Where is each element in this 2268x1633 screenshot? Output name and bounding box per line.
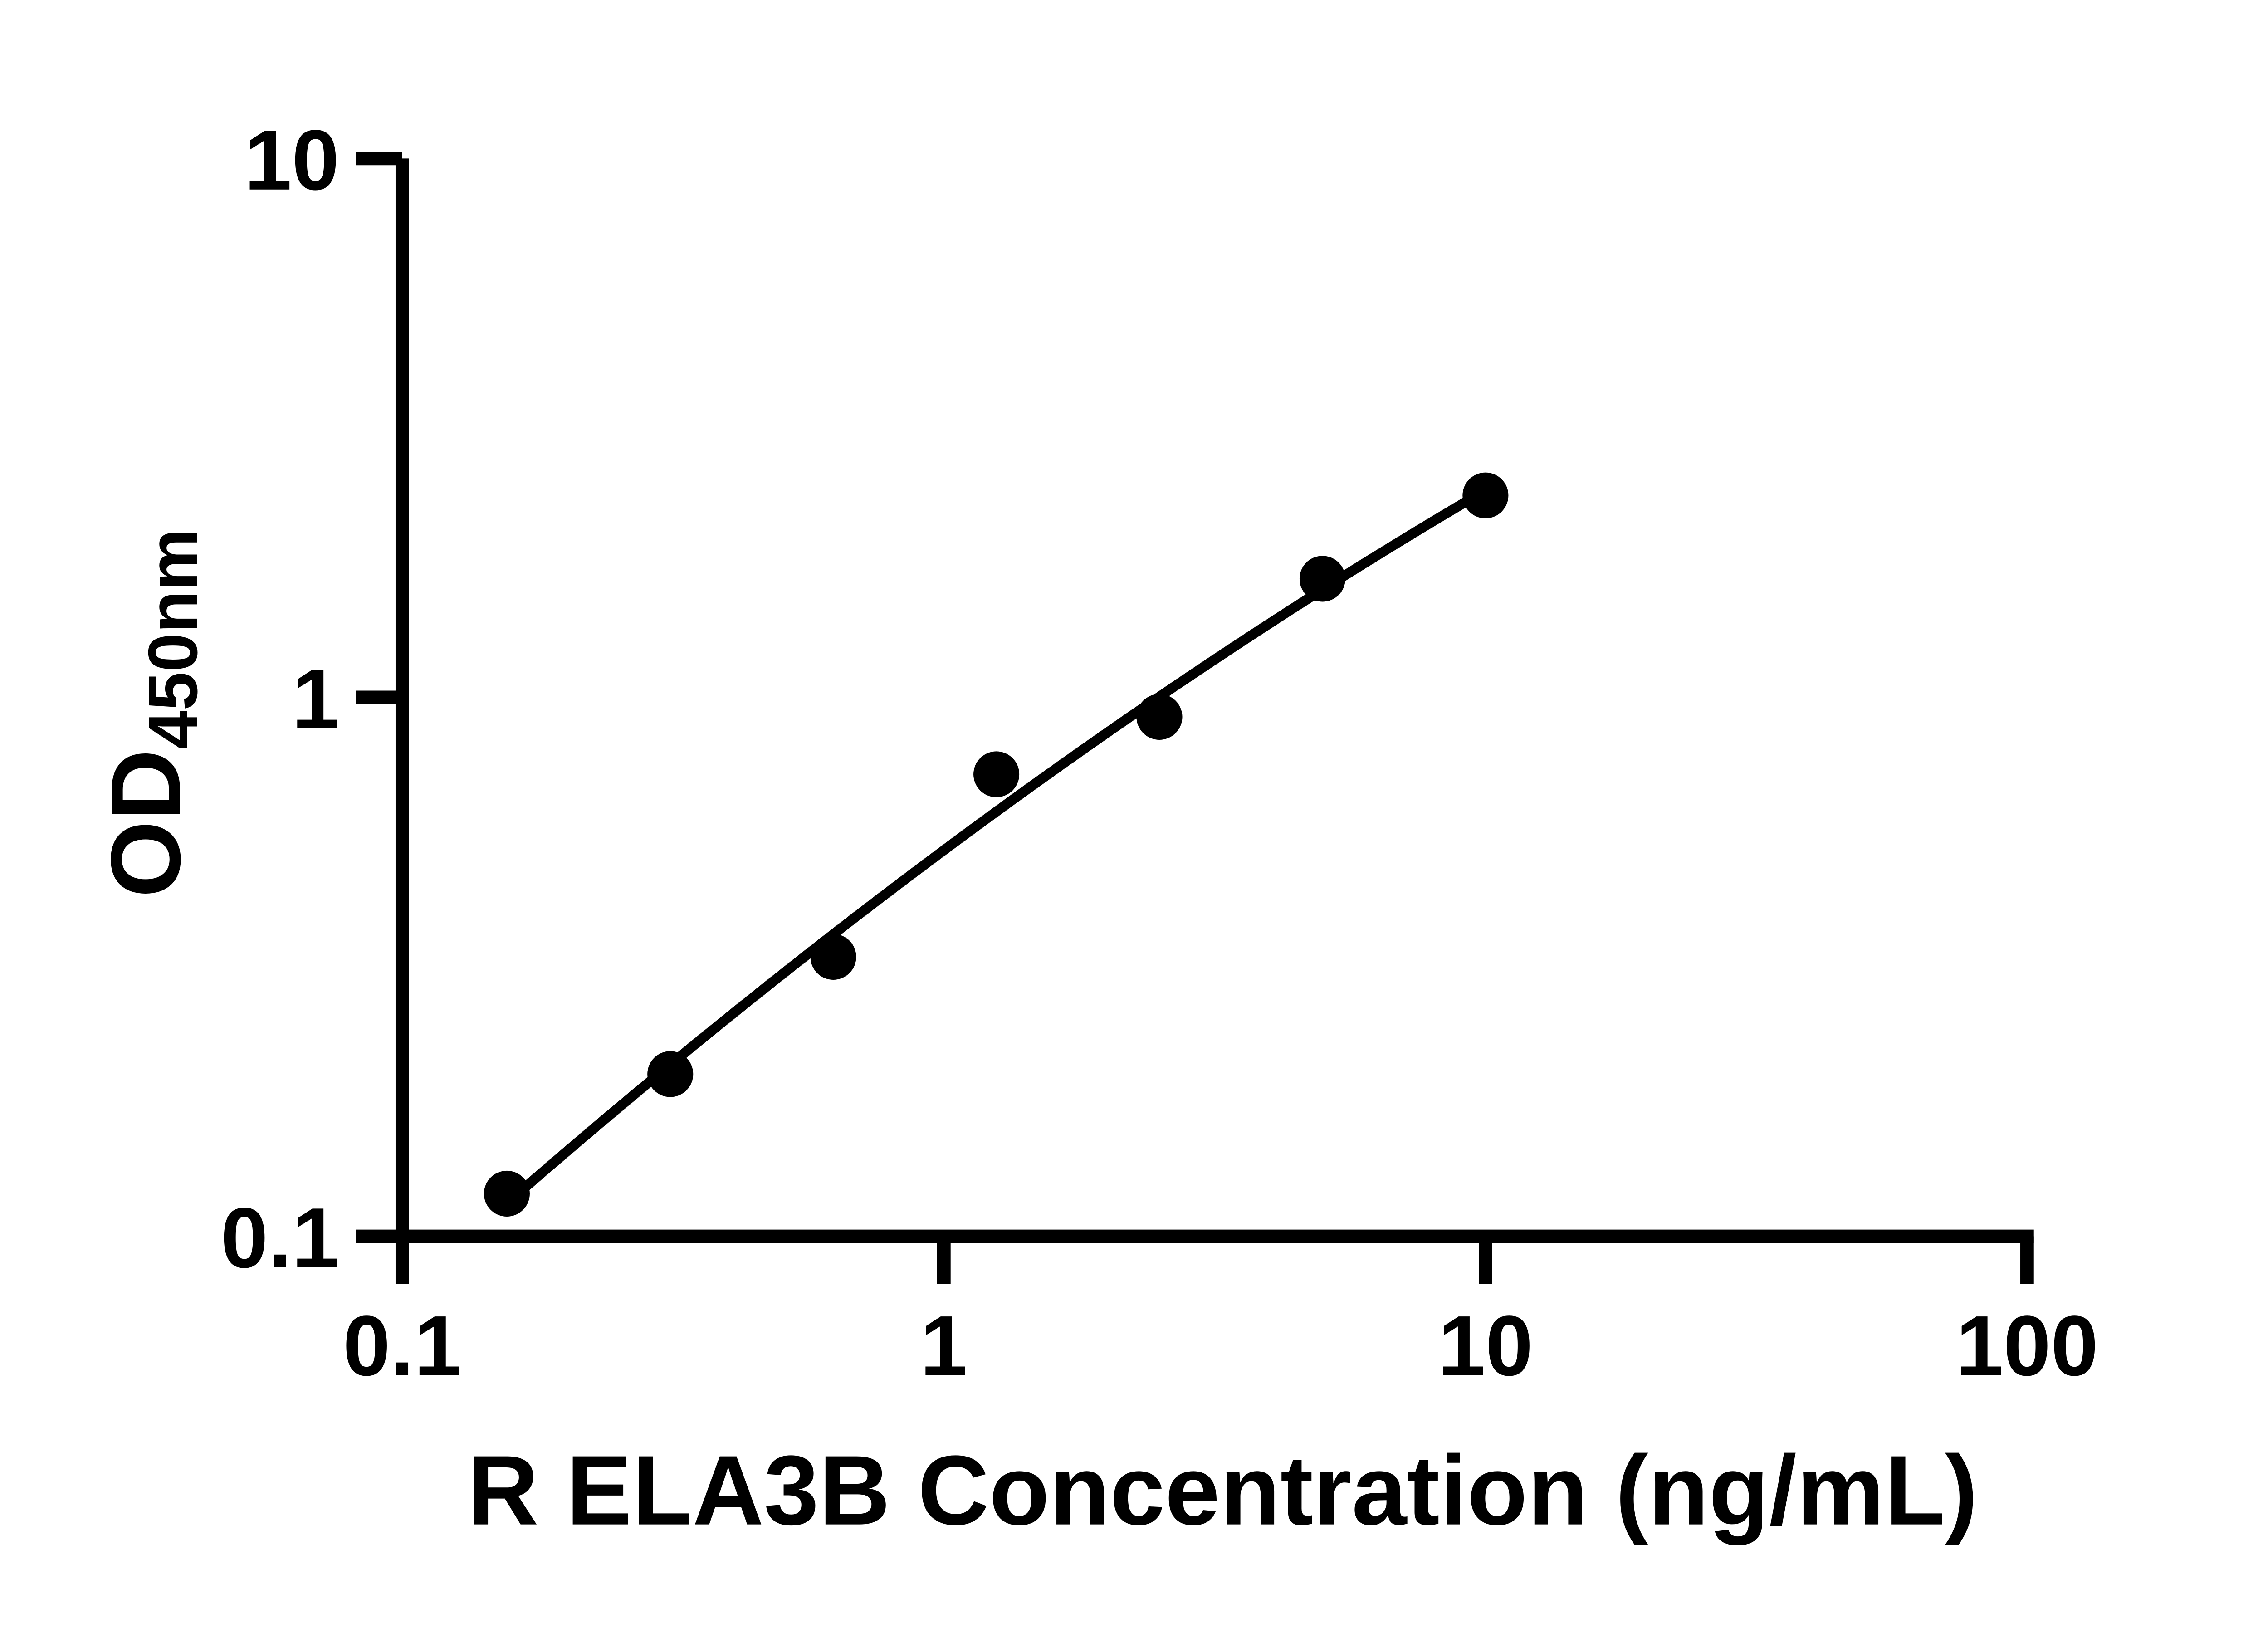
data-point <box>1299 556 1346 602</box>
y-axis-title-main: OD <box>91 749 201 898</box>
x-tick-label: 0.1 <box>343 1298 462 1393</box>
x-axis-ticks: 0.1 1 10 100 <box>343 1236 2098 1393</box>
x-tick-label: 10 <box>1438 1298 1533 1393</box>
data-point <box>647 1051 694 1097</box>
data-points <box>484 472 1509 1217</box>
data-point <box>1462 472 1509 518</box>
y-axis-title: OD450nm <box>91 528 212 898</box>
x-axis-title: R ELA3B Concentration (ng/mL) <box>467 1436 1978 1546</box>
data-point <box>973 751 1020 797</box>
data-point <box>810 934 856 980</box>
y-tick-label: 0.1 <box>220 1190 339 1286</box>
x-tick-label: 1 <box>920 1298 968 1393</box>
plot-background <box>0 7 2268 1626</box>
y-axis-title-subscript: 450nm <box>134 528 212 749</box>
data-point <box>484 1170 530 1217</box>
y-tick-label: 10 <box>244 112 339 208</box>
y-axis-ticks: 0.1 1 10 <box>220 112 402 1286</box>
data-point <box>1136 694 1183 740</box>
y-tick-label: 1 <box>292 651 339 747</box>
plot-area <box>484 472 1509 1217</box>
x-tick-label: 100 <box>1956 1298 2098 1393</box>
